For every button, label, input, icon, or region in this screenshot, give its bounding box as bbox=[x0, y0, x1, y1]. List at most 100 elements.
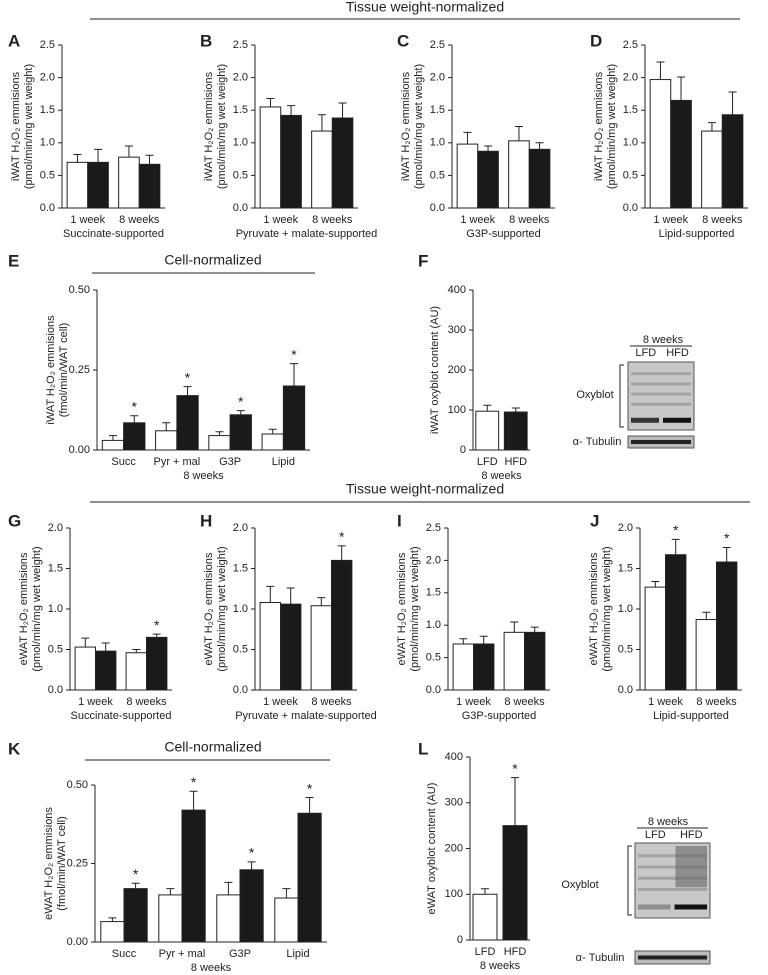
blot-label: α- Tubulin bbox=[576, 952, 625, 964]
significance-mark: * bbox=[512, 760, 518, 776]
error-bar bbox=[81, 637, 90, 648]
y-tick-label: 1.5 bbox=[426, 587, 441, 599]
error-bar bbox=[459, 638, 468, 644]
x-tick-label: 1 week bbox=[456, 696, 491, 708]
y-axis-label: (pmol/min/mg wet weight) bbox=[601, 546, 613, 671]
blot-band bbox=[631, 402, 691, 406]
y-tick-label: 100 bbox=[445, 888, 463, 900]
error-bar bbox=[483, 404, 492, 412]
y-tick-label: 0.5 bbox=[618, 643, 633, 655]
panel-letter: D bbox=[590, 31, 602, 50]
y-tick-label: 1.0 bbox=[48, 603, 63, 615]
significance-mark: * bbox=[307, 780, 313, 796]
bar bbox=[95, 650, 117, 691]
bar bbox=[721, 114, 744, 209]
blot-smear bbox=[675, 846, 707, 888]
blot-band bbox=[631, 440, 691, 444]
bar bbox=[274, 897, 299, 943]
y-axis-label: (pmol/min/mg wet weight) bbox=[216, 546, 228, 671]
y-axis-label: iWAT H₂O₂ emmisions bbox=[400, 71, 412, 181]
error-bar bbox=[282, 888, 291, 899]
error-bar bbox=[510, 621, 519, 633]
y-tick-label: 1.5 bbox=[623, 104, 638, 116]
x-tick-label: 1 week bbox=[653, 214, 688, 226]
bar bbox=[475, 410, 500, 451]
significance-mark: * bbox=[339, 529, 345, 545]
bar bbox=[229, 414, 252, 451]
error-bar bbox=[130, 415, 139, 423]
y-tick-label: 2.0 bbox=[233, 72, 248, 84]
bar bbox=[331, 559, 353, 691]
bar bbox=[701, 130, 723, 209]
bar bbox=[125, 652, 147, 691]
y-tick-label: 1.0 bbox=[40, 137, 55, 149]
x-tick-label: Succ bbox=[112, 948, 137, 960]
x-tick-label: 1 week bbox=[78, 696, 113, 708]
y-tick-label: 1.0 bbox=[233, 603, 248, 615]
y-axis-label: (pmol/min/mg wet weight) bbox=[23, 64, 35, 189]
blot-label: α- Tubulin bbox=[573, 436, 622, 448]
x-tick-label: 1 week bbox=[460, 214, 495, 226]
y-tick-label: 0.5 bbox=[40, 169, 55, 181]
error-bar bbox=[481, 888, 489, 895]
error-bar bbox=[290, 363, 299, 386]
y-tick-label: 0.5 bbox=[426, 652, 441, 664]
y-tick-label: 0.5 bbox=[233, 643, 248, 655]
significance-mark: * bbox=[133, 866, 139, 882]
x-tick-label: 1 week bbox=[70, 214, 105, 226]
bar bbox=[282, 385, 306, 451]
y-tick-label: 1.0 bbox=[430, 137, 445, 149]
y-tick-label: 0 bbox=[460, 444, 466, 456]
x-tick-label: 8 weeks bbox=[119, 214, 160, 226]
panel-letter: B bbox=[200, 31, 212, 50]
y-axis-label: (pmol/min/mg wet weight) bbox=[413, 64, 425, 189]
error-bar bbox=[224, 881, 233, 895]
y-tick-label: 0.5 bbox=[233, 169, 248, 181]
y-tick-label: 0.5 bbox=[430, 169, 445, 181]
lane-label: LFD bbox=[645, 829, 666, 841]
bar bbox=[695, 619, 717, 691]
blot-band bbox=[674, 904, 707, 910]
y-axis-label: (pmol/min/mg wet weight) bbox=[606, 64, 618, 189]
panel-letter: L bbox=[418, 739, 428, 758]
y-tick-label: 2.5 bbox=[426, 522, 441, 534]
x-axis-label: Succinate-supported bbox=[71, 710, 172, 722]
x-axis-label: 8 weeks bbox=[481, 470, 522, 482]
x-axis-label: G3P-supported bbox=[466, 228, 541, 240]
x-tick-label: Lipid bbox=[286, 948, 309, 960]
y-tick-label: 2.5 bbox=[40, 39, 55, 51]
bar bbox=[670, 99, 692, 209]
bar bbox=[239, 869, 264, 943]
y-tick-label: 0.00 bbox=[67, 936, 88, 948]
blot-band bbox=[638, 888, 707, 891]
significance-mark: * bbox=[238, 393, 244, 409]
bar bbox=[259, 106, 282, 209]
bar bbox=[118, 156, 140, 209]
error-bar bbox=[479, 635, 488, 644]
error-bar bbox=[236, 410, 245, 415]
panel-letter: J bbox=[590, 511, 599, 530]
y-tick-label: 1.0 bbox=[426, 619, 441, 631]
blot-label: Oxyblot bbox=[576, 389, 613, 401]
y-tick-label: 0 bbox=[457, 934, 463, 946]
error-bar bbox=[514, 126, 523, 141]
y-tick-label: 0.0 bbox=[233, 684, 248, 696]
bar bbox=[280, 603, 302, 691]
panel-letter: A bbox=[8, 31, 20, 50]
y-tick-label: 2.0 bbox=[618, 522, 633, 534]
bar bbox=[155, 430, 178, 451]
bar bbox=[665, 554, 687, 691]
y-axis-label: iWAT H₂O₂ emmisions bbox=[203, 71, 215, 181]
error-bar bbox=[189, 790, 198, 811]
bar bbox=[176, 395, 199, 451]
y-tick-label: 0.0 bbox=[618, 684, 633, 696]
y-tick-label: 2.0 bbox=[426, 554, 441, 566]
bar bbox=[472, 893, 498, 941]
bar bbox=[66, 161, 89, 209]
x-axis-label: Pyruvate + malate-supported bbox=[235, 710, 377, 722]
panel-letter: G bbox=[8, 511, 21, 530]
y-tick-label: 1.0 bbox=[623, 137, 638, 149]
panel-letter: C bbox=[397, 31, 409, 50]
significance-mark: * bbox=[673, 522, 679, 538]
y-axis-label: (fmol/min/WAT cell) bbox=[56, 816, 68, 911]
